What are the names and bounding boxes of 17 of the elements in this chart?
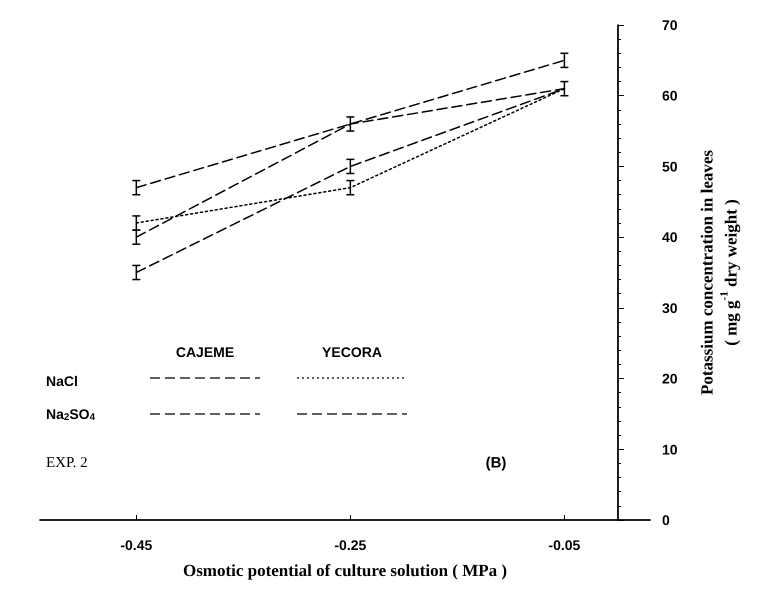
annotation: NaCl <box>46 373 78 389</box>
y-tick-label: 10 <box>662 441 678 458</box>
annotation: YECORA <box>322 344 382 360</box>
annotation: EXP. 2 <box>46 455 88 471</box>
x-axis-title: Osmotic potential of culture solution ( MPa ) <box>182 561 508 580</box>
x-tick-label: -0.05 <box>548 537 581 553</box>
y-tick-label: 40 <box>662 229 678 246</box>
y-tick-label: 20 <box>662 370 678 387</box>
y-tick-label: 30 <box>662 300 678 316</box>
y-tick-label: 0 <box>662 512 670 528</box>
y-tick-label: 50 <box>662 158 678 174</box>
x-tick-label: -0.25 <box>334 537 367 553</box>
y-tick-label: 70 <box>662 17 678 33</box>
x-tick-label: -0.45 <box>120 537 152 553</box>
y-tick-label: 60 <box>662 88 678 104</box>
annotation: (B) <box>486 454 506 472</box>
annotation: CAJEME <box>176 344 234 360</box>
